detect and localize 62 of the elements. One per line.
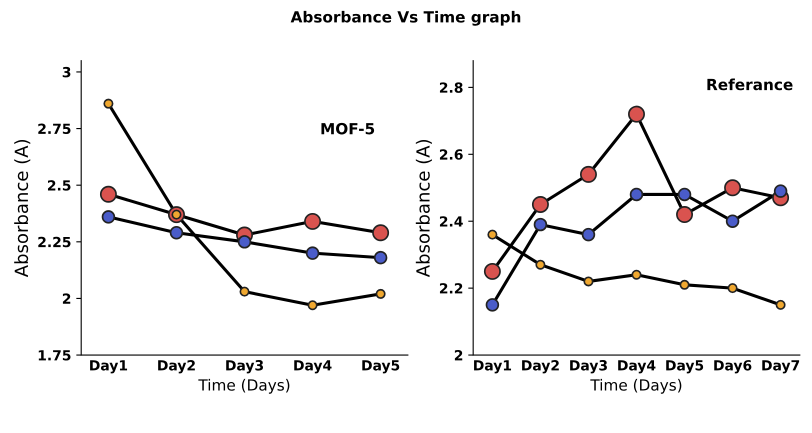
point bbox=[484, 262, 501, 280]
y-tick-label: 2 bbox=[454, 350, 462, 360]
y-tick-label: 2.6 bbox=[440, 149, 463, 160]
x-tick-label: Day2 bbox=[522, 360, 559, 374]
point bbox=[774, 184, 788, 198]
point bbox=[583, 276, 594, 286]
point bbox=[308, 300, 318, 310]
y-tick-label: 3 bbox=[62, 66, 70, 78]
point bbox=[726, 214, 740, 228]
y-tick-label: 2.8 bbox=[440, 82, 463, 93]
point bbox=[100, 186, 117, 203]
point bbox=[238, 235, 252, 249]
annotation: MOF-5 bbox=[321, 122, 374, 134]
x-tick-label: Day3 bbox=[570, 360, 607, 374]
chart-title: Absorbance Vs Time graph bbox=[290, 10, 520, 26]
point bbox=[374, 250, 388, 264]
x-tick-label: Day1 bbox=[90, 360, 128, 374]
y-tick-label: 2.75 bbox=[38, 124, 71, 134]
x-tick-label: Day2 bbox=[158, 360, 195, 374]
y-tick-label: 2.2 bbox=[440, 283, 462, 294]
point bbox=[170, 226, 184, 240]
y-tick-label: 2.25 bbox=[38, 236, 71, 248]
point bbox=[532, 196, 549, 213]
point bbox=[376, 288, 386, 299]
point bbox=[372, 224, 390, 242]
point bbox=[728, 283, 738, 294]
point bbox=[240, 286, 250, 297]
x-tick-label: Day4 bbox=[294, 360, 332, 374]
annotation: Referance bbox=[707, 78, 793, 90]
x-tick-label: Day3 bbox=[226, 360, 264, 374]
y-tick-label: 2.5 bbox=[48, 180, 71, 191]
y-axis-title: Absorbance (A) bbox=[14, 140, 30, 278]
x-tick-label: Day1 bbox=[474, 360, 512, 374]
y-tick-label: 2.4 bbox=[440, 216, 463, 226]
point bbox=[534, 218, 548, 232]
x-axis-title: Time (Days) bbox=[198, 378, 290, 394]
y-tick-label: 1.75 bbox=[38, 350, 71, 361]
x-tick-label: Day5 bbox=[666, 360, 704, 374]
x-tick-label: Day5 bbox=[362, 360, 400, 374]
point bbox=[680, 280, 690, 290]
point bbox=[678, 188, 692, 202]
y-axis-title: Absorbance (A) bbox=[416, 140, 432, 278]
point bbox=[102, 210, 116, 224]
point bbox=[582, 228, 596, 242]
point bbox=[776, 300, 786, 310]
point bbox=[580, 166, 597, 183]
point bbox=[630, 188, 644, 202]
point bbox=[306, 246, 320, 260]
x-axis-title: Time (Days) bbox=[590, 378, 682, 394]
point bbox=[304, 212, 322, 230]
point bbox=[486, 298, 500, 312]
point bbox=[103, 98, 114, 109]
point bbox=[676, 206, 694, 224]
point bbox=[628, 106, 645, 123]
point bbox=[631, 270, 642, 280]
point bbox=[535, 260, 546, 270]
x-tick-label: Day4 bbox=[618, 360, 656, 374]
x-tick-label: Day7 bbox=[762, 360, 800, 374]
y-tick-label: 2 bbox=[62, 293, 70, 304]
point bbox=[724, 179, 742, 196]
point bbox=[487, 230, 498, 240]
x-tick-label: Day6 bbox=[714, 360, 752, 374]
